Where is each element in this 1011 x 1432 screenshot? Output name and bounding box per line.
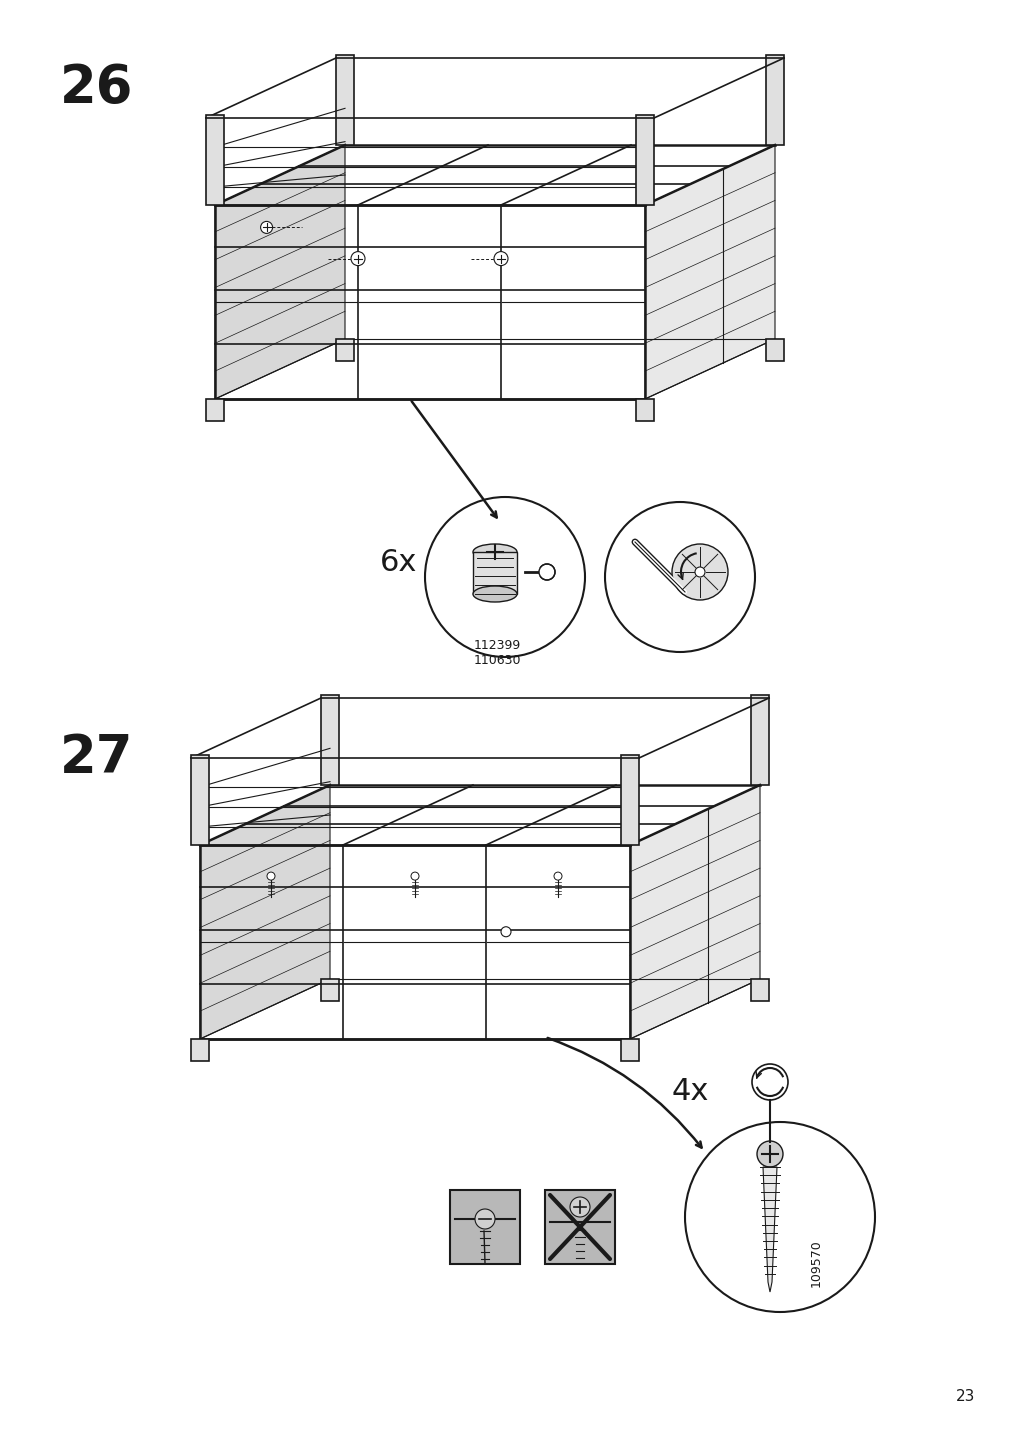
Polygon shape [765,54,784,145]
Circle shape [261,222,272,233]
Ellipse shape [472,544,517,560]
Polygon shape [545,1190,615,1264]
Polygon shape [621,1040,638,1061]
Circle shape [684,1123,875,1312]
Circle shape [351,252,365,265]
Circle shape [474,1209,494,1229]
Circle shape [425,497,584,657]
Text: 6x: 6x [379,547,417,577]
Polygon shape [630,785,759,1040]
Polygon shape [214,145,345,400]
Polygon shape [191,755,209,845]
Polygon shape [750,695,768,785]
Polygon shape [206,400,223,421]
Circle shape [569,1197,589,1217]
Polygon shape [191,1040,209,1061]
Circle shape [671,544,727,600]
Text: 23: 23 [954,1389,974,1403]
Polygon shape [621,755,638,845]
Circle shape [493,252,508,265]
Circle shape [751,1064,788,1100]
Polygon shape [320,979,339,1001]
Circle shape [695,567,705,577]
Text: 112399
110630: 112399 110630 [473,639,521,667]
Polygon shape [336,54,354,145]
Polygon shape [450,1190,520,1264]
Polygon shape [635,400,653,421]
Polygon shape [472,551,517,594]
Polygon shape [635,115,653,205]
Polygon shape [320,695,339,785]
Circle shape [267,872,275,881]
Circle shape [500,927,511,937]
Circle shape [539,564,554,580]
Circle shape [553,872,561,881]
Polygon shape [200,785,330,1040]
Text: 26: 26 [60,62,133,115]
Text: 4x: 4x [671,1077,709,1107]
Polygon shape [750,979,768,1001]
Polygon shape [765,339,784,361]
Ellipse shape [472,586,517,601]
Polygon shape [644,145,774,400]
Circle shape [756,1141,783,1167]
Polygon shape [762,1167,776,1292]
Polygon shape [336,339,354,361]
Circle shape [605,503,754,652]
Text: 27: 27 [60,732,133,783]
Text: 109570: 109570 [809,1239,822,1287]
Circle shape [410,872,419,881]
Polygon shape [206,115,223,205]
